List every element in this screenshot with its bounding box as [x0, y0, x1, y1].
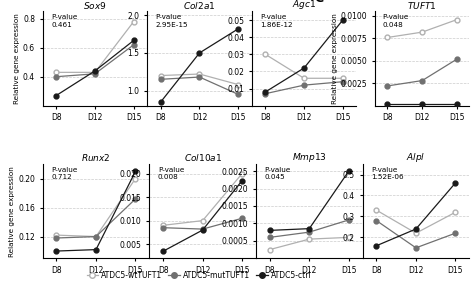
Title: $\it{Runx2}$: $\it{Runx2}$: [81, 152, 111, 163]
Legend: ATDC5-wtTUFT1, ATDC5-mutTUFT1, ATDC5-ctrl: ATDC5-wtTUFT1, ATDC5-mutTUFT1, ATDC5-ctr…: [83, 268, 315, 283]
Text: P-value
0.461: P-value 0.461: [51, 14, 77, 28]
Title: $\it{Col10a1}$: $\it{Col10a1}$: [183, 152, 222, 163]
Title: $\it{Sox9}$: $\it{Sox9}$: [83, 0, 107, 11]
Text: P-value
0.712: P-value 0.712: [51, 167, 78, 181]
Title: $\it{TUFT1}$: $\it{TUFT1}$: [407, 0, 437, 11]
Text: P-value
0.045: P-value 0.045: [264, 167, 291, 181]
Title: $\it{Mmp13}$: $\it{Mmp13}$: [292, 151, 327, 164]
Text: P-value
0.008: P-value 0.008: [158, 167, 184, 181]
Text: P-value
1.86E-12: P-value 1.86E-12: [260, 14, 293, 28]
Text: P-value
0.048: P-value 0.048: [383, 14, 409, 28]
Text: C: C: [314, 0, 323, 5]
Y-axis label: Relative gene expression: Relative gene expression: [14, 13, 20, 104]
Title: $\it{Alpl}$: $\it{Alpl}$: [406, 151, 426, 164]
Text: P-value
2.95E-15: P-value 2.95E-15: [155, 14, 188, 28]
Y-axis label: Relative gene expression: Relative gene expression: [9, 166, 15, 257]
Title: $\it{Agc1}$: $\it{Agc1}$: [292, 0, 316, 11]
Y-axis label: Relative gene expression: Relative gene expression: [332, 13, 338, 104]
Title: $\it{Col2a1}$: $\it{Col2a1}$: [183, 0, 216, 11]
Text: P-value
1.52E-06: P-value 1.52E-06: [371, 167, 404, 181]
